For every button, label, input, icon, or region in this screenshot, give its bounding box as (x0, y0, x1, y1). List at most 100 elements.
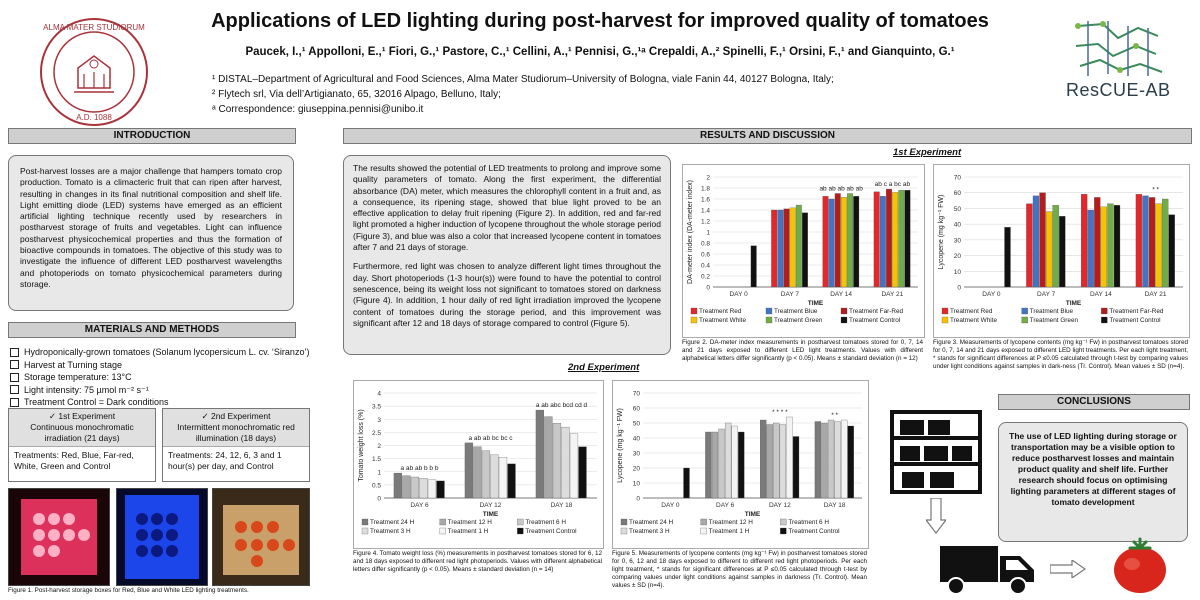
figure-5-chart: 0 10 20 30 40 50 60 70 Lycopene (mg kg⁻¹ FW) DAY … (612, 380, 869, 549)
bar (834, 421, 841, 499)
legend-label: Treatment Green (774, 317, 823, 324)
bar (786, 416, 793, 499)
bar (783, 208, 790, 288)
bar (402, 475, 411, 499)
experiment-1-treatments: Treatments: Red, Blue, Far-red, White, G… (14, 450, 134, 471)
bar (410, 476, 420, 499)
y-tick-label: 1.5 (372, 456, 381, 463)
y-axis-label: Lycopene (mg kg⁻¹ FW) (617, 408, 624, 483)
list-item: Storage temperature: 13°C (10, 371, 309, 384)
bar (1032, 195, 1040, 288)
bar (853, 196, 860, 288)
y-tick-label: 2 (706, 175, 710, 182)
legend-swatch (439, 527, 446, 535)
figure-3-chart: 0 10 20 30 40 50 60 70 Lycopene (mg kg⁻¹ FW) DAY … (933, 164, 1190, 338)
bar (436, 480, 445, 499)
list-item-text: Storage temperature: 13°C (24, 372, 132, 382)
legend-swatch (941, 307, 949, 315)
y-tick-label: 0 (957, 285, 961, 292)
introduction-heading: INTRODUCTION (8, 128, 296, 144)
y-tick-label: 2.5 (372, 430, 381, 437)
experiment-1-box: ✓ 1st Experiment Continuous monochromati… (8, 408, 156, 482)
x-tick-label: DAY 7 (1037, 291, 1056, 298)
checkbox-icon (10, 360, 19, 370)
significance-label: * * * * (772, 409, 788, 416)
legend-label: Treatment 1 H (709, 528, 750, 535)
significance-label: a ab ab b b b (401, 465, 439, 472)
y-axis-label: Lycopene (mg kg⁻¹ FW) (938, 195, 945, 270)
legend-swatch (620, 518, 628, 526)
legend-label: Treatment Red (950, 308, 993, 315)
bar (1026, 203, 1033, 288)
y-tick-label: 30 (954, 237, 962, 244)
storage-shelf-icon (890, 410, 982, 494)
list-item: Light intensity: 75 µmol m⁻² s⁻¹ (10, 384, 309, 397)
bar (738, 431, 745, 499)
y-tick-label: 1.2 (701, 219, 710, 226)
y-tick-label: 0.8 (701, 241, 710, 248)
bar (789, 207, 796, 288)
significance-label: * * (831, 412, 838, 419)
y-tick-label: 0.5 (372, 482, 381, 489)
legend-swatch (1101, 307, 1108, 315)
bar (1087, 209, 1094, 288)
bar (705, 431, 712, 499)
legend-label: Treatment 12 H (709, 519, 754, 526)
legend-swatch (1021, 307, 1028, 315)
legend-label: Treatment 24 H (629, 519, 674, 526)
conclusions-text: The use of LED lighting during storage o… (998, 422, 1188, 542)
x-axis-label: TIME (808, 300, 824, 307)
figure-4-chart: 0 0.5 1 1.5 2 2.5 3 3.5 4 Tomato weight loss (%) D… (353, 380, 604, 549)
legend-label: Treatment 3 H (370, 528, 411, 535)
legend-swatch (840, 307, 848, 315)
arrow-right-icon (1050, 560, 1086, 578)
y-tick-label: 10 (954, 269, 962, 276)
bar (1113, 205, 1121, 288)
legend-label: Treatment 24 H (370, 519, 415, 526)
logo-text: ResCUE-AB (1066, 80, 1171, 100)
significance-label: * * (1152, 186, 1159, 193)
photo-white-led-box (212, 488, 310, 586)
list-item-text: Light intensity: 75 µmol m⁻² s⁻¹ (24, 384, 149, 395)
legend-label: Treatment White (950, 317, 997, 324)
experiment-1-title: ✓ 1st Experiment (48, 411, 116, 421)
list-item: Hydroponically-grown tomatoes (Solanum l… (10, 346, 309, 359)
legend-label: Treatment Far-Red (849, 308, 904, 315)
bar (821, 422, 828, 499)
legend-swatch (690, 316, 698, 324)
significance-label: ab c a bc ab (875, 181, 911, 188)
legend-swatch (700, 518, 707, 526)
bar (1100, 206, 1107, 288)
results-heading: RESULTS AND DISCUSSION (343, 128, 1192, 144)
x-tick-label: DAY 12 (480, 502, 502, 509)
x-tick-label: DAY 0 (730, 291, 749, 298)
bar (847, 425, 854, 499)
experiment-1-header: ✓ 1st Experiment Continuous monochromati… (9, 409, 155, 447)
bar (1045, 211, 1053, 288)
delivery-truck-icon (940, 546, 1034, 595)
bar (827, 419, 835, 499)
y-tick-label: 2 (377, 443, 381, 450)
x-tick-label: DAY 12 (769, 502, 791, 509)
bar (731, 425, 738, 499)
results-paragraph-2: Furthermore, red light was chosen to ana… (353, 261, 661, 328)
x-axis-label: TIME (483, 511, 499, 518)
bar (792, 436, 800, 499)
bar (879, 196, 886, 288)
legend-swatch (765, 307, 773, 315)
list-item-text: Harvest at Turning stage (24, 359, 123, 370)
results-paragraph-1: The results showed the potential of LED … (353, 163, 661, 253)
bar (473, 446, 482, 499)
x-tick-label: DAY 6 (716, 502, 735, 509)
bar (711, 431, 719, 499)
university-seal-logo: ALMA MATER STUDIORUM A.D. 1088 (40, 18, 148, 126)
checkbox-icon (10, 397, 19, 407)
legend-label: Treatment 12 H (448, 519, 493, 526)
legend-swatch (517, 527, 524, 535)
bar (886, 188, 892, 288)
experiment-1-desc: Continuous monochromatic irradiation (21… (30, 422, 134, 443)
svg-text:ALMA MATER STUDIORUM: ALMA MATER STUDIORUM (43, 23, 145, 32)
y-tick-label: 0.2 (701, 274, 710, 281)
legend-label: Treatment 6 H (788, 519, 829, 526)
y-tick-label: 1 (706, 230, 710, 237)
